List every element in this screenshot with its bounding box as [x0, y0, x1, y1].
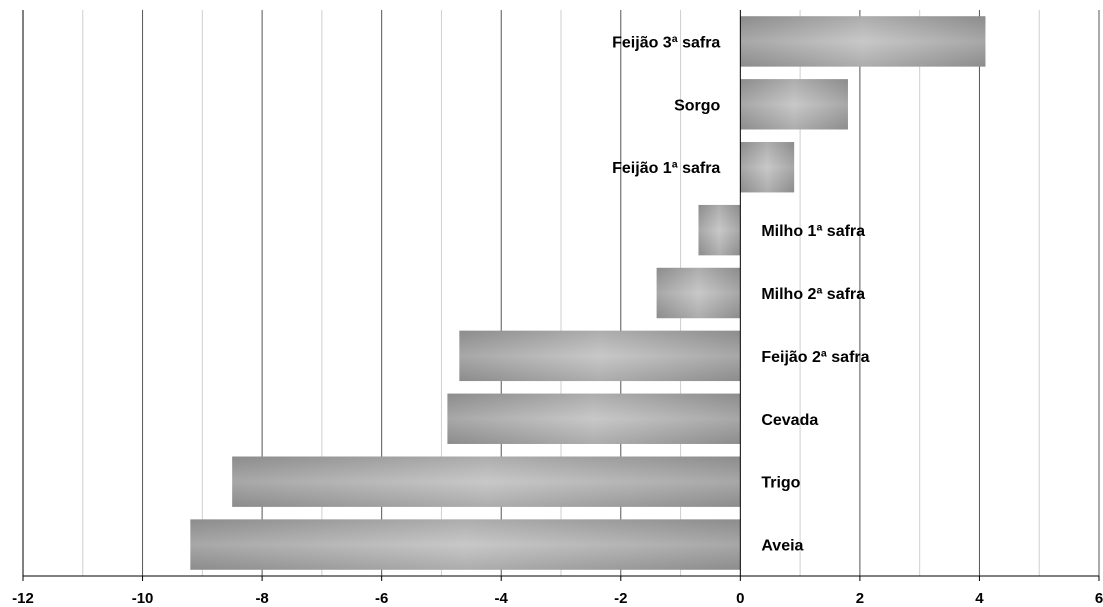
category-label: Sorgo [674, 97, 720, 114]
bar [232, 456, 741, 507]
bar [656, 267, 741, 319]
bar [698, 204, 741, 256]
x-tick-label: -8 [255, 590, 268, 607]
bar [740, 142, 795, 193]
x-tick-label: -2 [614, 590, 627, 607]
category-label: Milho 1ª safra [761, 223, 865, 240]
category-label: Trigo [761, 475, 800, 492]
bar-fill-horizontal [232, 456, 741, 507]
bar-fill-horizontal [740, 142, 795, 193]
category-label: Cevada [761, 412, 818, 429]
category-label: Milho 2ª safra [761, 286, 865, 303]
bar-fill-horizontal [190, 519, 741, 570]
category-label: Feijão 2ª safra [761, 349, 869, 366]
x-tick-label: 2 [856, 590, 864, 607]
bar [740, 79, 848, 130]
bar [459, 330, 741, 382]
bars [190, 16, 986, 570]
bar-fill-horizontal [740, 16, 986, 67]
bar-fill-horizontal [698, 204, 741, 256]
bar-fill-horizontal [447, 393, 741, 444]
x-tick-label: 0 [736, 590, 744, 607]
x-tick-label: -10 [132, 590, 154, 607]
bar-fill-horizontal [459, 330, 741, 382]
x-tick-label: -12 [12, 590, 34, 607]
x-tick-label: 4 [975, 590, 984, 607]
bar [447, 393, 741, 444]
x-axis: -12 -10 -8 -6 -4 -2 0 2 4 6 [12, 10, 1103, 607]
x-tick-label: -6 [375, 590, 388, 607]
category-label: Aveia [761, 538, 803, 555]
x-tick-label: -4 [495, 590, 509, 607]
bar [740, 16, 986, 67]
bar [190, 519, 741, 570]
category-label: Feijão 3ª safra [612, 34, 720, 51]
category-labels: Feijão 3ª safra Sorgo Feijão 1ª safra Milho… [612, 34, 870, 554]
bar-fill-horizontal [740, 79, 848, 130]
x-tick-label: 6 [1095, 590, 1103, 607]
bar-fill-horizontal [656, 267, 741, 319]
category-label: Feijão 1ª safra [612, 160, 720, 177]
